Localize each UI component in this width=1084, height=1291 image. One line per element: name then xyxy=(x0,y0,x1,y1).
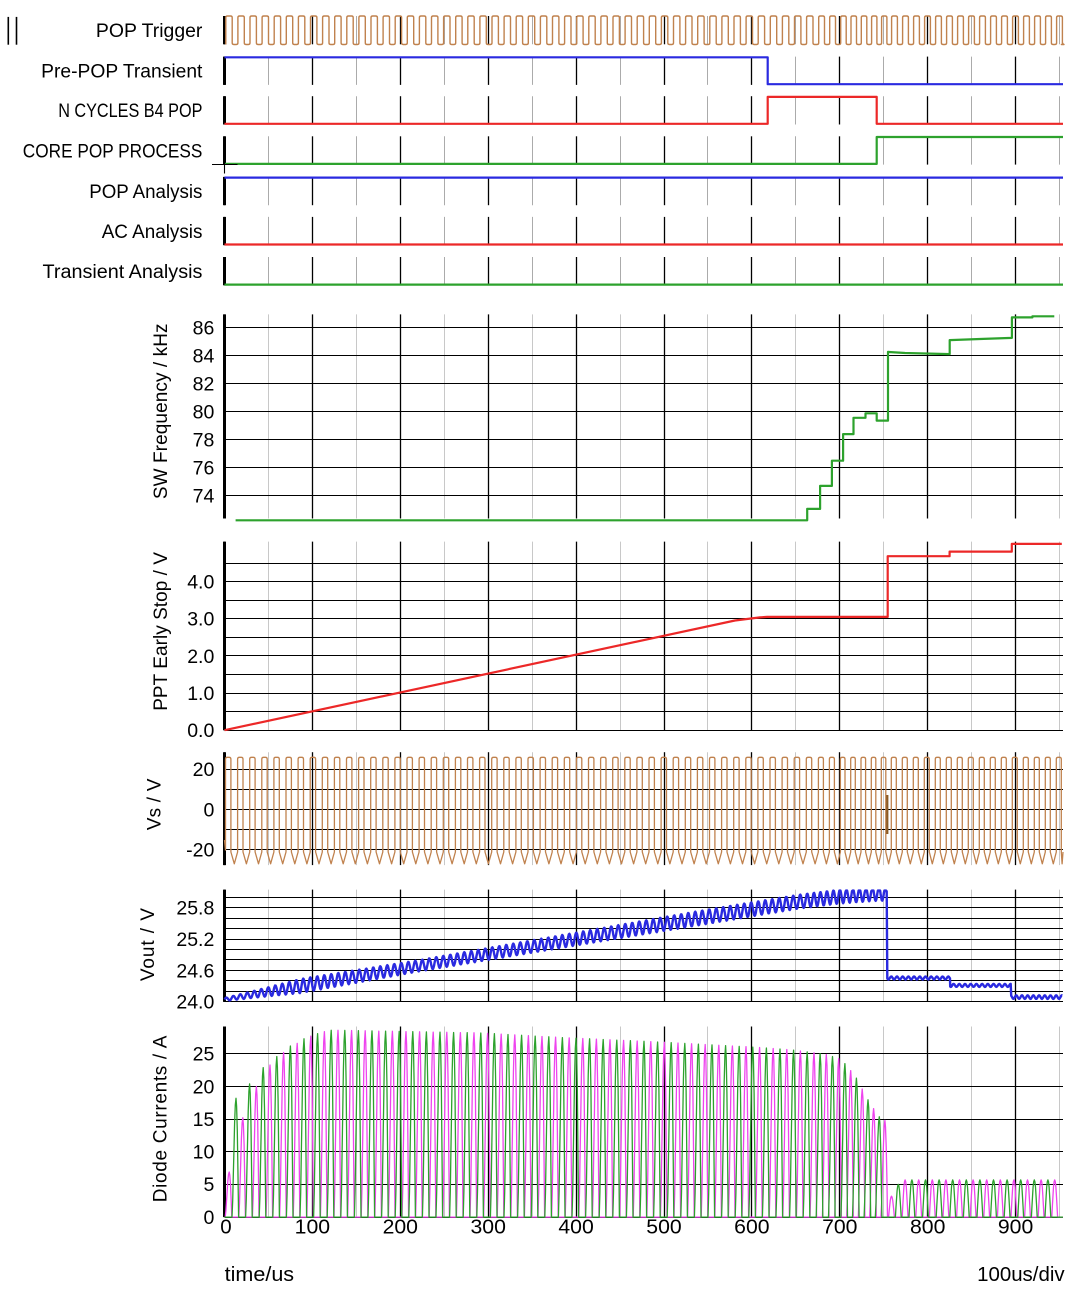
svg-text:200: 200 xyxy=(383,1215,418,1238)
svg-text:POP Trigger: POP Trigger xyxy=(96,21,203,42)
svg-text:76: 76 xyxy=(193,458,215,480)
svg-text:AC Analysis: AC Analysis xyxy=(102,222,203,243)
svg-text:20: 20 xyxy=(193,1076,215,1098)
svg-text:86: 86 xyxy=(193,317,215,339)
svg-text:Vs / V: Vs / V xyxy=(144,778,165,830)
svg-text:2.0: 2.0 xyxy=(187,646,214,668)
svg-text:-20: -20 xyxy=(186,840,214,862)
svg-text:80: 80 xyxy=(193,402,215,424)
svg-text:Pre-POP Transient: Pre-POP Transient xyxy=(41,62,203,83)
svg-text:84: 84 xyxy=(193,345,215,367)
svg-text:500: 500 xyxy=(646,1215,681,1238)
svg-text:CORE POP PROCESS: CORE POP PROCESS xyxy=(23,141,203,162)
svg-text:700: 700 xyxy=(822,1215,857,1238)
svg-text:N CYCLES B4 POP: N CYCLES B4 POP xyxy=(58,101,202,122)
svg-text:Vout / V: Vout / V xyxy=(138,908,159,981)
svg-text:800: 800 xyxy=(910,1215,945,1238)
svg-text:Transient Analysis: Transient Analysis xyxy=(43,262,203,283)
svg-text:300: 300 xyxy=(471,1215,506,1238)
svg-text:25: 25 xyxy=(193,1044,215,1066)
svg-text:24.0: 24.0 xyxy=(176,992,214,1014)
svg-text:15: 15 xyxy=(193,1109,215,1131)
svg-text:78: 78 xyxy=(193,430,215,452)
svg-text:POP Analysis: POP Analysis xyxy=(89,182,202,203)
svg-text:25.2: 25.2 xyxy=(176,929,214,951)
svg-text:82: 82 xyxy=(193,373,215,395)
svg-text:5: 5 xyxy=(203,1174,214,1196)
svg-text:20: 20 xyxy=(193,759,215,781)
svg-text:Diode Currents / A: Diode Currents / A xyxy=(150,1035,171,1202)
svg-text:100us/div: 100us/div xyxy=(977,1263,1065,1286)
svg-text:24.6: 24.6 xyxy=(176,960,214,982)
svg-text:0: 0 xyxy=(203,1207,214,1229)
svg-text:4.0: 4.0 xyxy=(187,572,214,594)
svg-text:0: 0 xyxy=(220,1215,231,1238)
svg-text:0: 0 xyxy=(203,799,214,821)
svg-text:time/us: time/us xyxy=(225,1263,295,1286)
svg-text:400: 400 xyxy=(558,1215,593,1238)
svg-text:SW Frequency / kHz: SW Frequency / kHz xyxy=(151,323,172,499)
svg-text:10: 10 xyxy=(193,1142,215,1164)
svg-text:100: 100 xyxy=(295,1215,330,1238)
svg-text:PPT Early Stop / V: PPT Early Stop / V xyxy=(151,552,172,711)
svg-text:3.0: 3.0 xyxy=(187,609,214,631)
svg-text:900: 900 xyxy=(998,1215,1033,1238)
svg-text:1.0: 1.0 xyxy=(187,683,214,705)
svg-text:25.8: 25.8 xyxy=(176,897,214,919)
svg-text:0.0: 0.0 xyxy=(187,720,214,742)
svg-text:74: 74 xyxy=(193,486,215,508)
svg-text:600: 600 xyxy=(734,1215,769,1238)
